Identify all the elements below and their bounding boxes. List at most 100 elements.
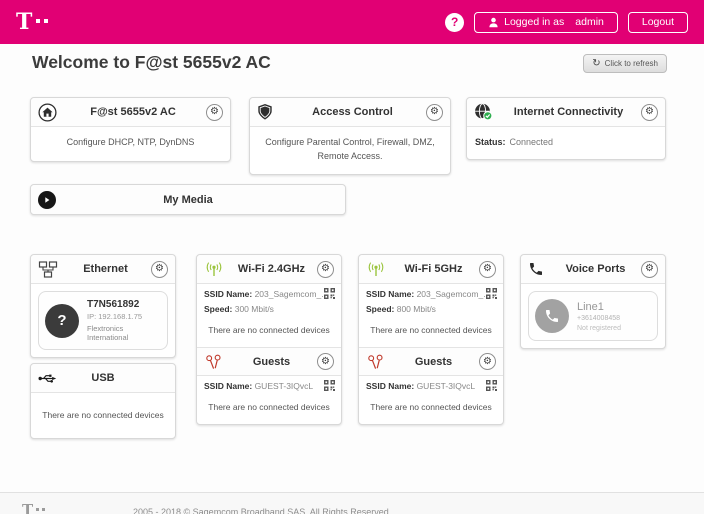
wifi-24ghz-guests-title: Guests — [252, 355, 291, 368]
access-control-card-title: Access Control — [312, 106, 393, 118]
footer-logo-t-glyph: T — [22, 501, 34, 514]
ssid-label: SSID Name: — [204, 381, 253, 391]
wifi-5ghz-empty-message: There are no connected devices — [370, 325, 492, 335]
ethernet-icon — [38, 260, 60, 278]
internet-status-row: Status: Connected — [467, 127, 665, 159]
qr-code-icon[interactable] — [324, 380, 335, 393]
refresh-icon: ↻ — [592, 58, 601, 69]
tmobile-logo: T — [16, 9, 49, 35]
ethernet-device-row[interactable]: ? T7N561892 IP: 192.168.1.75 Flextronics… — [38, 291, 168, 350]
logo-t-glyph: T — [16, 9, 33, 35]
voice-ports-card-header[interactable]: Voice Ports ⚙ — [521, 255, 665, 284]
wifi-24ghz-ssid-row: SSID Name: 203_Sagemcom_... — [197, 284, 341, 299]
gear-icon[interactable]: ⚙ — [206, 103, 223, 121]
voice-ports-card: Voice Ports ⚙ Line1 +3614008458 Not regi… — [520, 254, 666, 349]
guests-antenna-icon — [366, 354, 388, 370]
logged-in-button[interactable]: Logged in as admin — [474, 11, 618, 33]
footer-logo-dot — [36, 508, 40, 511]
qr-code-icon[interactable] — [486, 288, 497, 301]
user-icon — [489, 17, 498, 27]
gear-icon[interactable]: ⚙ — [641, 103, 658, 121]
phone-icon — [528, 261, 550, 277]
wifi-24ghz-guests-ssid-row: SSID Name: GUEST-3IQvcL — [197, 376, 341, 391]
usb-empty-message: There are no connected devices — [42, 410, 164, 420]
device-ip: IP: 192.168.1.75 — [87, 312, 143, 321]
internet-connectivity-card-title: Internet Connectivity — [513, 106, 624, 118]
gear-icon[interactable]: ⚙ — [317, 353, 334, 370]
copyright-text: 2005 - 2018 © Sagemcom Broadband SAS, Al… — [133, 507, 389, 514]
ethernet-card: Ethernet ⚙ ? T7N561892 IP: 192.168.1.75 … — [30, 254, 176, 358]
status-value: Connected — [509, 137, 554, 147]
refresh-button[interactable]: ↻ Click to refresh — [583, 54, 667, 73]
play-icon — [38, 190, 60, 209]
refresh-label: Click to refresh — [604, 59, 658, 68]
voice-line-row[interactable]: Line1 +3614008458 Not registered — [528, 291, 658, 341]
footer-tmobile-logo: T — [22, 501, 46, 514]
device-info: T7N561892 IP: 192.168.1.75 Flextronics I… — [87, 299, 161, 342]
internet-connectivity-card: Internet Connectivity ⚙ Status: Connected — [466, 97, 666, 160]
wifi-5ghz-guests-ssid-row: SSID Name: GUEST-3IQvcL — [359, 376, 503, 391]
wifi-5ghz-guests-empty-message: There are no connected devices — [370, 402, 492, 412]
usb-card-header[interactable]: USB — [31, 364, 175, 393]
topbar: T ? Logged in as admin Logout — [0, 0, 704, 44]
usb-icon — [38, 373, 60, 384]
line-number: +3614008458 — [577, 314, 621, 322]
home-icon — [38, 102, 60, 122]
gateway-card-description: Configure DHCP, NTP, DynDNS — [66, 137, 195, 147]
internet-connectivity-card-header[interactable]: Internet Connectivity ⚙ — [467, 98, 665, 127]
gateway-card: F@st 5655v2 AC ⚙ Configure DHCP, NTP, Dy… — [30, 97, 231, 162]
ssid-label: SSID Name: — [366, 289, 415, 299]
gear-icon[interactable]: ⚙ — [479, 353, 496, 370]
wifi-24ghz-guests-empty-message: There are no connected devices — [208, 402, 330, 412]
wifi-24ghz-card-title: Wi-Fi 2.4GHz — [237, 263, 306, 275]
speed-value: 300 Mbit/s — [234, 304, 274, 314]
ssid-value: 203_Sagemcom_... — [254, 289, 329, 299]
footer-logo-dot — [42, 508, 46, 511]
qr-code-icon[interactable] — [324, 288, 335, 301]
my-media-card-header[interactable]: My Media — [31, 185, 345, 214]
gear-icon[interactable]: ⚙ — [426, 103, 443, 121]
ethernet-card-header[interactable]: Ethernet ⚙ — [31, 255, 175, 284]
ssid-value: GUEST-3IQvcL — [416, 381, 476, 391]
gear-icon[interactable]: ⚙ — [151, 260, 168, 278]
page-title: Welcome to F@st 5655v2 AC — [32, 52, 271, 72]
ssid-value: 203_Sagemcom_... — [416, 289, 491, 299]
voice-ports-card-title: Voice Ports — [565, 263, 626, 275]
wifi-24ghz-card-header[interactable]: Wi-Fi 2.4GHz ⚙ — [197, 255, 341, 284]
wifi-5ghz-guests-header[interactable]: Guests ⚙ — [359, 347, 503, 376]
wifi-5ghz-ssid-row: SSID Name: 203_Sagemcom_... — [359, 284, 503, 299]
logout-button[interactable]: Logout — [627, 11, 688, 33]
device-question-avatar: ? — [45, 303, 79, 338]
ssid-label: SSID Name: — [204, 289, 253, 299]
wifi-5ghz-card-title: Wi-Fi 5GHz — [404, 263, 463, 275]
gear-icon[interactable]: ⚙ — [317, 260, 334, 278]
footer: T 2005 - 2018 © Sagemcom Broadband SAS, … — [0, 492, 704, 514]
gear-icon[interactable]: ⚙ — [479, 260, 496, 278]
qr-code-icon[interactable] — [486, 380, 497, 393]
help-icon[interactable]: ? — [445, 12, 465, 32]
status-label: Status: — [475, 137, 506, 147]
guests-antenna-icon — [204, 354, 226, 370]
access-control-card-header[interactable]: Access Control ⚙ — [250, 98, 450, 127]
access-control-description: Configure Parental Control, Firewall, DM… — [265, 137, 435, 161]
ssid-value: GUEST-3IQvcL — [254, 381, 314, 391]
usb-card: USB There are no connected devices — [30, 363, 176, 439]
wifi-24ghz-guests-header[interactable]: Guests ⚙ — [197, 347, 341, 376]
globe-check-icon — [474, 103, 496, 121]
usb-card-title: USB — [91, 372, 115, 384]
gateway-card-header[interactable]: F@st 5655v2 AC ⚙ — [31, 98, 230, 127]
wifi-5ghz-card-header[interactable]: Wi-Fi 5GHz ⚙ — [359, 255, 503, 284]
my-media-card: My Media — [30, 184, 346, 215]
gateway-card-title: F@st 5655v2 AC — [90, 106, 176, 118]
speed-value: 800 Mbit/s — [396, 304, 436, 314]
line-info: Line1 +3614008458 Not registered — [577, 301, 621, 332]
ethernet-card-title: Ethernet — [83, 263, 128, 275]
access-control-card: Access Control ⚙ Configure Parental Cont… — [249, 97, 451, 175]
speed-label: Speed: — [366, 304, 395, 314]
topbar-actions: ? Logged in as admin Logout — [445, 11, 688, 33]
shield-icon — [257, 103, 279, 121]
gear-icon[interactable]: ⚙ — [641, 260, 658, 278]
wifi-antenna-icon — [366, 261, 388, 277]
wifi-5ghz-card: Wi-Fi 5GHz ⚙ SSID Name: 203_Sagemcom_...… — [358, 254, 504, 425]
device-name: T7N561892 — [87, 299, 140, 310]
